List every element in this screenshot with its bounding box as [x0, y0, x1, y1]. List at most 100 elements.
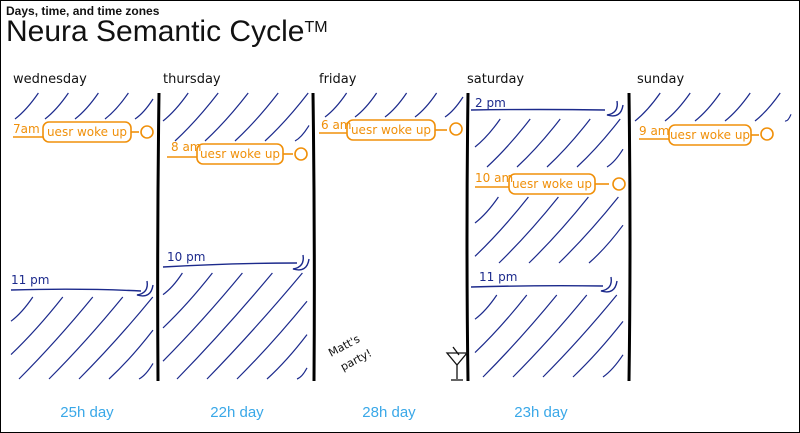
sleep-marker-wednesday	[10, 280, 154, 297]
day-length-4: 23h day	[514, 404, 568, 421]
day-header-sunday: sunday	[637, 72, 684, 87]
wake-label-thursday: uesr woke up	[200, 147, 280, 161]
wake-marker-saturday	[475, 173, 626, 195]
hatch-stroke	[176, 272, 273, 380]
hatch-stroke	[474, 196, 529, 257]
hatch-stroke	[10, 296, 34, 322]
hatch-stroke	[162, 272, 243, 362]
hatch-stroke	[104, 92, 129, 120]
hatch-stroke	[236, 300, 308, 380]
day-header-saturday: saturday	[467, 72, 524, 87]
hatch-stroke	[482, 294, 558, 378]
wake-marker-thursday	[167, 143, 308, 165]
moon-icon	[136, 280, 154, 297]
sleep-marker-thursday	[162, 254, 310, 271]
divider-line	[156, 92, 161, 382]
hatch-stroke	[444, 96, 464, 118]
hatch-stroke	[474, 294, 498, 320]
hatch-stroke	[264, 92, 309, 142]
hatch-stroke	[498, 196, 559, 264]
wake-marker-wednesday	[13, 121, 154, 143]
sun-icon	[294, 147, 308, 161]
hatch-stroke	[724, 92, 751, 122]
hatch-stroke	[10, 296, 64, 356]
trademark-mark: TM	[304, 19, 328, 36]
hatch-stroke	[138, 363, 154, 380]
divider-line	[311, 92, 316, 382]
hatch-stroke	[542, 294, 618, 378]
hatch-stroke	[694, 92, 721, 122]
wake-marker-sunday	[639, 124, 774, 146]
diagram-subtitle: Days, time, and time zones	[6, 4, 160, 18]
hatch-stroke	[234, 92, 279, 142]
hatch-stroke	[78, 296, 154, 380]
sun-icon	[449, 122, 463, 136]
hatch-stroke	[384, 92, 408, 118]
day-header-friday: friday	[319, 72, 357, 87]
hatch-stroke	[588, 224, 624, 264]
wake-label-saturday: uesr woke up	[512, 177, 592, 191]
hatch-stroke	[206, 272, 303, 380]
moon-icon	[600, 276, 618, 293]
hatch-stroke	[108, 329, 154, 380]
hatch-stroke	[74, 92, 99, 120]
day-length-3: 28h day	[362, 404, 416, 421]
wake-label-wednesday: uesr woke up	[47, 125, 127, 139]
hatch-stroke	[664, 92, 691, 122]
sun-icon	[140, 125, 154, 139]
hatch-stroke	[162, 272, 213, 329]
day-length-2: 22h day	[210, 404, 264, 421]
title-text: Neura Semantic Cycle	[6, 15, 305, 48]
hatch-stroke	[14, 92, 39, 120]
day-length-1: 25h day	[60, 404, 114, 421]
wake-time-friday: 6 am	[321, 118, 352, 132]
wake-label-friday: uesr woke up	[351, 123, 431, 137]
hatch-stroke	[162, 272, 183, 296]
sun-icon	[612, 177, 626, 191]
sleep-marker-saturday	[470, 100, 624, 293]
wake-time-sunday: 9 am	[639, 124, 670, 138]
wake-label-sunday: uesr woke up	[670, 128, 750, 142]
hatch-stroke	[18, 296, 94, 380]
divider-line	[627, 92, 632, 382]
moon-icon	[606, 100, 624, 117]
sleep-time-thursday: 10 pm	[167, 250, 205, 264]
hatch-stroke	[44, 92, 69, 120]
hatch-stroke	[354, 92, 378, 118]
divider-line	[465, 92, 470, 382]
hatch-stroke	[512, 294, 588, 378]
hatch-stroke	[266, 334, 308, 380]
wake-marker-friday	[319, 119, 463, 141]
hatch-stroke	[296, 367, 308, 380]
hatch-stroke	[474, 118, 501, 148]
hatch-stroke	[174, 92, 219, 142]
hatch-stroke	[294, 125, 310, 142]
wake-time-saturday: 10 am	[475, 171, 513, 185]
night-end-saturday: 2 pm	[475, 96, 506, 110]
hatch-stroke	[516, 118, 561, 168]
hatch-stroke	[528, 196, 589, 264]
diagram-title: Neura Semantic CycleTM	[6, 15, 328, 49]
hatch-stroke	[204, 92, 249, 142]
wake-time-wednesday: 7am	[13, 122, 40, 136]
hatch-stroke	[606, 148, 624, 168]
wake-time-thursday: 8 am	[171, 140, 202, 154]
day-header-thursday: thursday	[163, 72, 221, 87]
hatch-stroke	[572, 321, 624, 378]
day-header-wednesday: wednesday	[13, 72, 87, 87]
hatch-stroke	[414, 92, 438, 118]
hatch-stroke	[324, 92, 348, 118]
hatch-stroke	[134, 98, 154, 120]
sleep-time-saturday: 11 pm	[479, 270, 517, 284]
sun-icon	[760, 127, 774, 141]
hatch-stroke	[754, 92, 781, 122]
night-hatching	[10, 92, 792, 380]
hatch-stroke	[576, 118, 621, 168]
hatch-stroke	[784, 114, 792, 122]
hatch-stroke	[474, 196, 499, 224]
day-dividers	[156, 92, 632, 382]
sleep-time-wednesday: 11 pm	[11, 273, 49, 287]
moon-icon	[292, 254, 310, 271]
